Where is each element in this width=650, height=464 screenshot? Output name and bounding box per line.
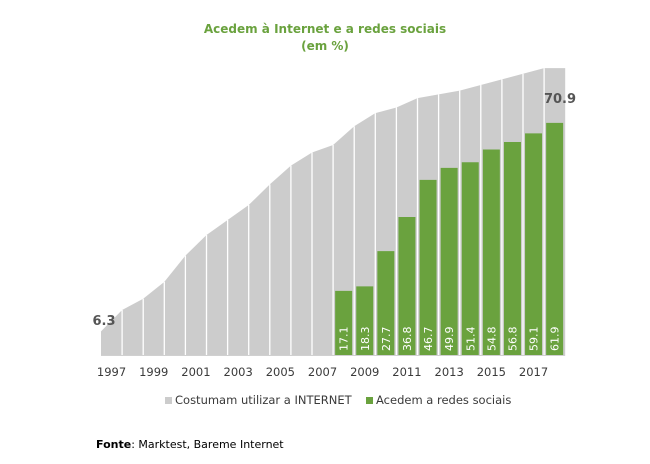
legend-swatch-social: [366, 397, 373, 404]
bar: [525, 133, 543, 355]
x-tick-label: 1999: [139, 365, 168, 379]
area-segment: [312, 145, 334, 355]
legend-label-internet: Costumam utilizar a INTERNET: [175, 393, 353, 407]
bar-value-label: 56.8: [506, 327, 519, 352]
bar: [461, 162, 479, 355]
bar: [503, 142, 521, 355]
x-tick-label: 2015: [477, 365, 506, 379]
x-tick-label: 1997: [97, 365, 126, 379]
bar: [419, 179, 437, 355]
bar: [335, 290, 353, 355]
area-segment: [143, 281, 165, 355]
bar: [482, 149, 500, 355]
x-tick-label: 2005: [266, 365, 295, 379]
chart-title: Acedem à Internet e a redes sociais: [203, 22, 447, 36]
area-segment: [164, 255, 186, 355]
area-segment: [269, 165, 291, 355]
x-tick-label: 2001: [181, 365, 210, 379]
x-tick-label: 2009: [350, 365, 379, 379]
area-first-label: 6.3: [92, 314, 115, 329]
bar-value-label: 49.9: [443, 327, 456, 352]
area-segment: [185, 235, 207, 355]
area-segment: [101, 310, 123, 355]
bar: [398, 217, 416, 355]
bar: [546, 122, 564, 355]
area-last-label: 70.9: [544, 92, 576, 107]
area-segment: [248, 184, 270, 355]
bar-value-label: 18.3: [359, 327, 372, 352]
x-tick-label: 2013: [435, 365, 464, 379]
bar-value-label: 27.7: [380, 327, 393, 352]
bar-value-label: 54.8: [485, 327, 498, 351]
bar: [440, 167, 458, 355]
bar: [377, 251, 395, 355]
area-segment: [227, 205, 249, 355]
bar-value-label: 46.7: [422, 327, 435, 352]
source-label: Fonte: [96, 438, 132, 451]
bar-value-label: 59.1: [528, 327, 541, 352]
bar-value-label: 61.9: [549, 327, 562, 352]
x-tick-label: 2007: [308, 365, 337, 379]
source-text: : Marktest, Bareme Internet: [131, 438, 284, 451]
x-tick-label: 2017: [519, 365, 548, 379]
bar-value-label: 36.8: [401, 327, 414, 352]
source-note: Fonte: Marktest, Bareme Internet: [96, 438, 284, 451]
area-segment: [206, 220, 228, 355]
area-segment: [122, 298, 144, 355]
bar: [356, 286, 374, 355]
bar-value-label: 17.1: [338, 327, 351, 352]
bar-value-label: 51.4: [464, 327, 477, 352]
chart-subtitle: (em %): [301, 39, 349, 53]
legend-label-social: Acedem a redes sociais: [376, 393, 511, 407]
legend-swatch-internet: [165, 397, 172, 404]
area-segment: [290, 152, 312, 355]
x-tick-label: 2003: [224, 365, 253, 379]
x-tick-label: 2011: [392, 365, 421, 379]
